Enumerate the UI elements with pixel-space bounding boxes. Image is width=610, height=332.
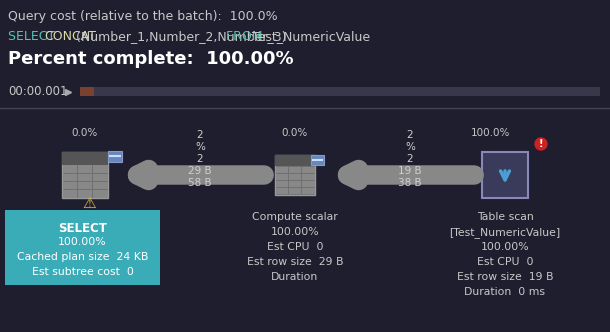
Text: 29 B: 29 B <box>188 166 212 176</box>
Bar <box>78 174 92 181</box>
Text: 100.00%: 100.00% <box>58 237 107 247</box>
Bar <box>5 210 160 285</box>
Text: Est CPU  0: Est CPU 0 <box>267 242 323 252</box>
FancyBboxPatch shape <box>275 155 315 195</box>
Bar <box>93 190 107 198</box>
Text: CONCAT: CONCAT <box>45 30 96 43</box>
Bar <box>78 182 92 189</box>
Bar <box>78 165 92 173</box>
Text: [Test_NumericValue]: [Test_NumericValue] <box>450 227 561 238</box>
Bar <box>302 174 315 180</box>
Bar <box>62 174 77 181</box>
Text: Test_NumericValue: Test_NumericValue <box>253 30 370 43</box>
Text: 100.00%: 100.00% <box>481 242 529 252</box>
Text: 38 B: 38 B <box>398 178 422 188</box>
Text: (Number_1,Number_2,Number_3): (Number_1,Number_2,Number_3) <box>76 30 290 43</box>
Text: Est row size  29 B: Est row size 29 B <box>247 257 343 267</box>
Bar <box>276 174 288 180</box>
Bar <box>302 188 315 195</box>
Bar <box>289 174 301 180</box>
Bar <box>62 182 77 189</box>
Bar <box>276 188 288 195</box>
Text: 2: 2 <box>196 154 203 164</box>
Bar <box>289 181 301 187</box>
Bar <box>302 167 315 173</box>
Bar <box>62 152 108 165</box>
Bar <box>93 165 107 173</box>
Text: %: % <box>405 142 415 152</box>
Text: 58 B: 58 B <box>188 178 212 188</box>
Text: Query cost (relative to the batch):  100.0%: Query cost (relative to the batch): 100.… <box>8 10 278 23</box>
Bar <box>78 190 92 198</box>
Text: 2: 2 <box>196 130 203 140</box>
Bar <box>62 165 77 173</box>
Circle shape <box>535 138 547 150</box>
Text: 0.0%: 0.0% <box>72 128 98 138</box>
Bar <box>93 174 107 181</box>
Bar <box>93 182 107 189</box>
Text: 0.0%: 0.0% <box>282 128 308 138</box>
Text: 19 B: 19 B <box>398 166 422 176</box>
Text: 2: 2 <box>407 154 414 164</box>
Text: Table scan: Table scan <box>476 212 533 222</box>
Bar <box>276 181 288 187</box>
Text: Duration: Duration <box>271 272 318 282</box>
Bar <box>80 87 94 96</box>
FancyBboxPatch shape <box>62 152 108 198</box>
Text: Percent complete:  100.00%: Percent complete: 100.00% <box>8 50 293 68</box>
FancyBboxPatch shape <box>482 152 528 198</box>
Bar <box>302 181 315 187</box>
Text: !: ! <box>539 139 544 149</box>
Bar <box>108 150 122 161</box>
Text: 100.0%: 100.0% <box>470 128 510 138</box>
Text: Est row size  19 B: Est row size 19 B <box>457 272 553 282</box>
Text: Duration  0 ms: Duration 0 ms <box>464 287 545 297</box>
Text: 2: 2 <box>407 130 414 140</box>
Bar <box>289 188 301 195</box>
Bar <box>275 155 315 166</box>
Text: Est CPU  0: Est CPU 0 <box>477 257 533 267</box>
Text: SELECT: SELECT <box>8 30 59 43</box>
Text: Est subtree cost  0: Est subtree cost 0 <box>32 267 134 277</box>
Text: %: % <box>195 142 205 152</box>
Text: FROM: FROM <box>226 30 267 43</box>
Text: 100.00%: 100.00% <box>271 227 319 237</box>
Text: ⚠: ⚠ <box>82 196 96 210</box>
Text: 00:00.001: 00:00.001 <box>8 85 68 98</box>
Bar <box>276 167 288 173</box>
Bar <box>310 155 323 165</box>
Bar <box>289 167 301 173</box>
Text: Compute scalar: Compute scalar <box>252 212 338 222</box>
Text: SELECT: SELECT <box>58 222 107 235</box>
Text: Cached plan size  24 KB: Cached plan size 24 KB <box>17 252 148 262</box>
Bar <box>62 190 77 198</box>
Bar <box>80 87 600 96</box>
